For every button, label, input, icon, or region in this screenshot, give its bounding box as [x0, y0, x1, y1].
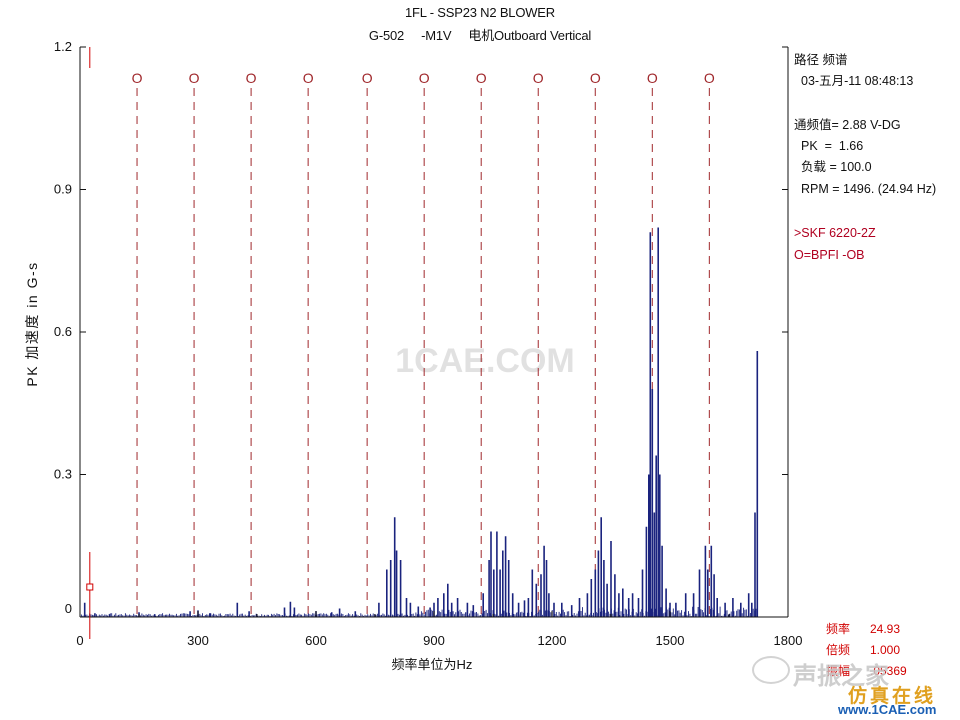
- watermark-site-url: www.1CAE.com: [838, 702, 937, 717]
- watermark-brand: 声振之家: [793, 663, 889, 690]
- cursor-readout-order: 倍频 1.000: [826, 641, 900, 658]
- bpfi-marker-label: O: [132, 70, 143, 86]
- watermark-site-cn: 仿真在线: [848, 686, 937, 707]
- chart-subtitle: G-502 -M1V 电机Outboard Vertical: [368, 28, 592, 43]
- spectrum-series: [79, 227, 759, 617]
- y-tick-label: 0.3: [54, 467, 72, 482]
- info-load: 负载 = 100.0: [801, 160, 872, 174]
- cursor-marker: [86, 583, 94, 591]
- bpfi-marker-label: O: [189, 70, 200, 86]
- info-bearing: >SKF 6220-2Z: [794, 226, 876, 240]
- info-overall: 通频值= 2.88 V-DG: [794, 118, 901, 132]
- cursor-readout-amplitude: 振幅 .05369: [826, 662, 907, 679]
- chart-title: 1FL - SSP23 N2 BLOWER: [405, 5, 555, 20]
- watermark-center: 1CAE.COM: [395, 342, 574, 380]
- bpfi-marker-label: O: [362, 70, 373, 86]
- x-tick-label: 1200: [538, 633, 567, 648]
- x-tick-label: 1500: [656, 633, 685, 648]
- x-tick-label: 300: [187, 633, 209, 648]
- x-tick-label: 600: [305, 633, 327, 648]
- readout-order-label: 倍频: [826, 643, 851, 657]
- bpfi-marker-label: O: [246, 70, 257, 86]
- y-tick-label: 0: [65, 601, 72, 616]
- bpfi-marker-label: O: [419, 70, 430, 86]
- info-pk: PK = 1.66: [801, 139, 864, 153]
- x-tick-label: 0: [76, 633, 83, 648]
- axes: 0 0.3 0.6 0.9 1.2 0 300 600 900 1200 1500 1800 频率单位为…: [54, 39, 803, 672]
- info-path: 路径 频谱: [794, 53, 848, 67]
- bpfi-marker-label: O: [647, 70, 658, 86]
- x-tick-label: 1800: [774, 633, 803, 648]
- cursor[interactable]: [86, 47, 94, 639]
- x-axis-label: 频率单位为Hz: [392, 657, 473, 672]
- y-tick-label: 1.2: [54, 39, 72, 54]
- readout-amp-value: .05369: [870, 664, 907, 678]
- y-tick-label: 0.9: [54, 182, 72, 197]
- cursor-readout-freq: 频率 24.93: [826, 620, 900, 637]
- info-datetime: 03-五月-11 08:48:13: [801, 74, 914, 88]
- bpfi-marker-label: O: [590, 70, 601, 86]
- readout-freq-label: 频率: [826, 622, 851, 636]
- bpfi-marker-label: O: [704, 70, 715, 86]
- x-tick-label: 900: [423, 633, 445, 648]
- readout-amp-label: 振幅: [826, 664, 851, 678]
- bpfi-marker-label: O: [533, 70, 544, 86]
- readout-order-value: 1.000: [870, 643, 901, 657]
- bpfi-marker-label: O: [303, 70, 314, 86]
- readout-freq-value: 24.93: [870, 622, 901, 636]
- info-fault-frequency: O=BPFI -OB: [794, 248, 865, 262]
- y-axis-label: PK 加速度 in G-s: [24, 261, 40, 386]
- info-rpm: RPM = 1496. (24.94 Hz): [801, 182, 937, 196]
- bpfi-marker-label: O: [476, 70, 487, 86]
- spectrum-peaks: [83, 227, 759, 617]
- y-tick-label: 0.6: [54, 324, 72, 339]
- wechat-logo-icon: [752, 656, 790, 684]
